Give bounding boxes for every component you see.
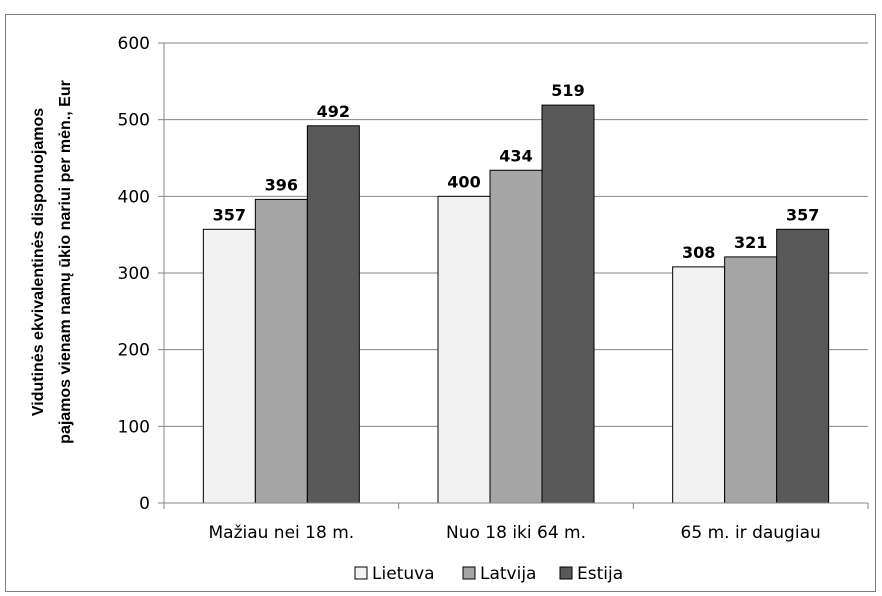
y-axis-title-line-2: pajamos vienam namų ūkio nariui per mėn.…	[57, 80, 74, 444]
bar	[541, 104, 595, 504]
legend-label: Estija	[577, 564, 623, 584]
bar	[724, 256, 778, 504]
data-label: 396	[265, 175, 298, 194]
legend: Lietuva Latvija Estija	[354, 564, 623, 584]
data-label: 321	[734, 233, 767, 252]
bars	[202, 104, 830, 504]
y-axis-title-line-1: Vidutinės ekvivalentinės disponuojamos	[30, 108, 47, 416]
data-labels: 357 396 492 400 434 519 308 321 357	[213, 81, 820, 262]
bar	[672, 266, 726, 504]
legend-swatch	[559, 566, 573, 580]
bar	[254, 198, 308, 504]
y-tick-label: 400	[118, 187, 150, 207]
y-tick-labels: 0 100 200 300 400 500 600	[118, 34, 150, 514]
legend-swatch	[462, 566, 476, 580]
y-tick-label: 300	[118, 264, 150, 284]
data-label: 308	[682, 243, 715, 262]
y-tick-label: 500	[118, 111, 150, 131]
data-label: 434	[499, 146, 532, 165]
legend-label: Lietuva	[372, 564, 435, 584]
y-tick-label: 600	[118, 34, 150, 54]
bar	[437, 195, 491, 504]
x-category-labels: Mažiau nei 18 m. Nuo 18 iki 64 m. 65 m. ir…	[208, 523, 820, 543]
y-tick-label: 100	[118, 417, 150, 437]
y-axis-title: Vidutinės ekvivalentinės disponuojamos p…	[30, 80, 74, 444]
legend-label: Latvija	[480, 564, 536, 584]
bar	[202, 228, 256, 504]
bar	[776, 228, 830, 504]
data-label: 357	[213, 205, 246, 224]
data-label: 357	[786, 205, 819, 224]
y-tick-label: 0	[139, 494, 150, 514]
bar	[489, 169, 543, 504]
bar	[306, 125, 360, 504]
data-label: 492	[317, 102, 350, 121]
data-label: 400	[447, 172, 480, 191]
x-category-label: Mažiau nei 18 m.	[208, 523, 354, 543]
y-tick-label: 200	[118, 341, 150, 361]
data-label: 519	[551, 81, 584, 100]
x-category-label: Nuo 18 iki 64 m.	[446, 523, 586, 543]
axes	[158, 42, 869, 509]
legend-swatch	[354, 566, 368, 580]
x-category-label: 65 m. ir daugiau	[681, 523, 821, 543]
